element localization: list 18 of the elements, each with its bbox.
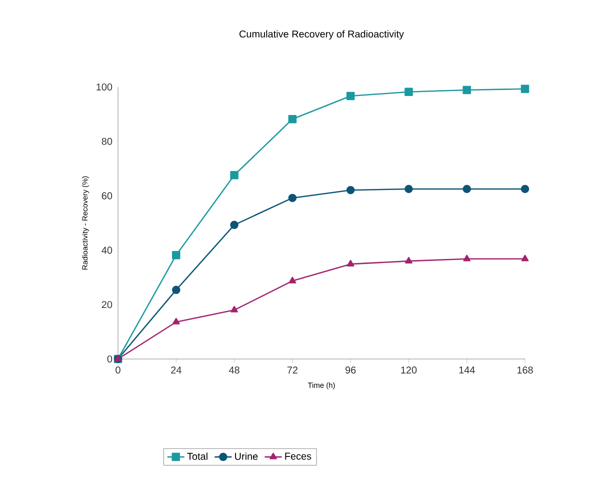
y-tick-label: 100: [96, 83, 112, 91]
legend-label: Total: [187, 452, 208, 460]
x-tick-label: 48: [228, 366, 240, 374]
x-tick-label: 144: [459, 366, 475, 374]
y-tick-label: 0: [107, 355, 112, 363]
legend-label: Urine: [235, 452, 258, 460]
x-tick-label: 0: [116, 366, 120, 374]
chart-title: Cumulative Recovery of Radioactivity: [240, 30, 404, 40]
x-tick-label: 96: [346, 366, 356, 374]
y-tick-label: 80: [102, 138, 112, 145]
x-tick-label: 120: [401, 366, 417, 374]
y-tick-label: 20: [102, 301, 112, 308]
y-tick-label: 60: [102, 192, 112, 200]
x-tick-label: 168: [517, 366, 533, 374]
y-tick-label: 40: [102, 246, 112, 254]
x-tick-label: 72: [287, 366, 298, 374]
legend-label: Feces: [285, 452, 312, 460]
x-tick-label: 24: [171, 366, 182, 374]
